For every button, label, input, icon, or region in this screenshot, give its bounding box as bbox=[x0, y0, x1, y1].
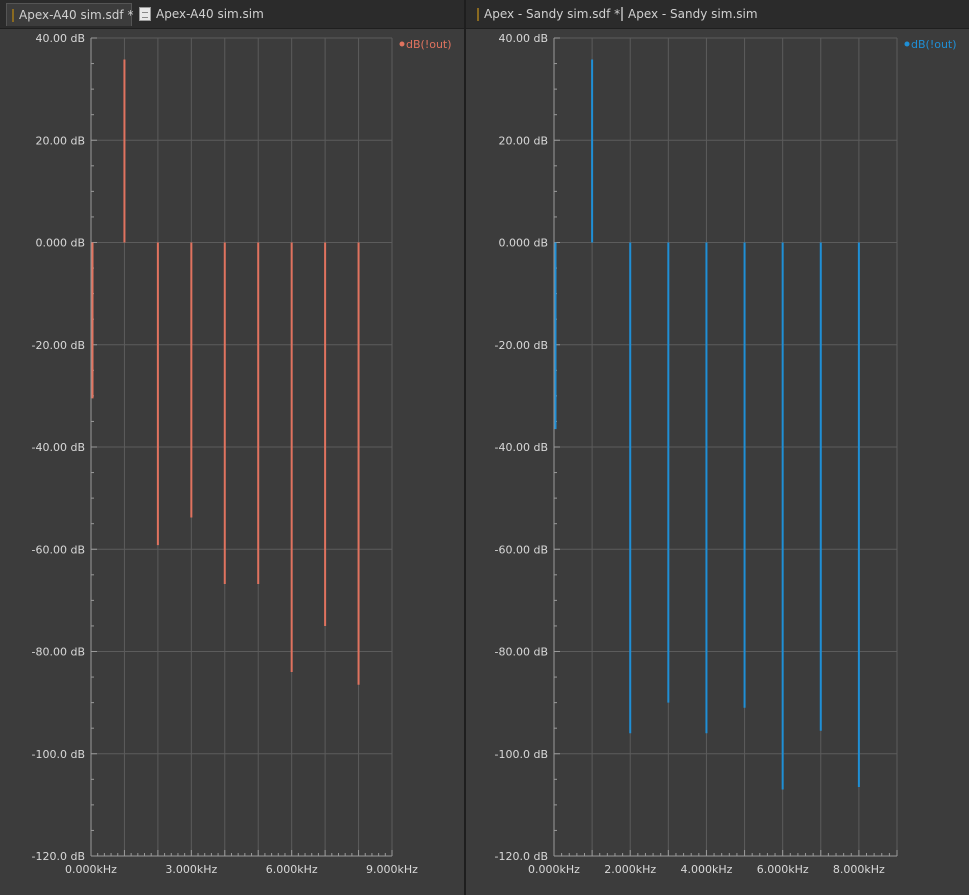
left-pane: Apex-A40 sim.sdf * Apex-A40 sim.sim 40.0… bbox=[0, 0, 464, 895]
schematic-file-icon bbox=[477, 7, 479, 21]
x-tick-label: 9.000kHz bbox=[366, 863, 418, 876]
tab-label: Apex - Sandy sim.sdf * bbox=[484, 7, 621, 21]
y-tick-label: -20.00 dB bbox=[495, 339, 549, 352]
schematic-file-icon bbox=[12, 8, 14, 22]
y-tick-label: -20.00 dB bbox=[32, 339, 86, 352]
y-tick-label: -100.0 dB bbox=[495, 748, 549, 761]
y-tick-label: -40.00 dB bbox=[495, 441, 549, 454]
x-tick-label: 6.000kHz bbox=[757, 863, 809, 876]
tab-label: Apex-A40 sim.sim bbox=[156, 7, 264, 21]
x-tick-label: 4.000kHz bbox=[680, 863, 732, 876]
x-tick-label: 6.000kHz bbox=[266, 863, 318, 876]
y-tick-label: -120.0 dB bbox=[495, 850, 549, 863]
x-tick-label: 0.000kHz bbox=[528, 863, 580, 876]
left-tab-bar: Apex-A40 sim.sdf * Apex-A40 sim.sim bbox=[0, 0, 464, 29]
y-tick-label: -40.00 dB bbox=[32, 441, 86, 454]
y-tick-label: 0.000 dB bbox=[35, 237, 85, 250]
y-tick-label: -80.00 dB bbox=[32, 646, 86, 659]
x-tick-label: 2.000kHz bbox=[604, 863, 656, 876]
y-tick-label: 40.00 dB bbox=[498, 32, 548, 45]
tab-apex-a40-sdf[interactable]: Apex-A40 sim.sdf * bbox=[6, 3, 134, 26]
y-tick-label: 0.000 dB bbox=[498, 237, 548, 250]
x-tick-label: 0.000kHz bbox=[65, 863, 117, 876]
tab-label: Apex-A40 sim.sdf * bbox=[19, 8, 134, 22]
tab-apex-a40-sim[interactable]: Apex-A40 sim.sim bbox=[134, 3, 264, 25]
y-tick-label: 20.00 dB bbox=[498, 134, 548, 147]
y-tick-label: -120.0 dB bbox=[32, 850, 86, 863]
tab-apex-sandy-sdf[interactable]: Apex - Sandy sim.sdf * bbox=[472, 3, 620, 25]
tab-label: Apex - Sandy sim.sim bbox=[628, 7, 758, 21]
spectrum-chart-right[interactable]: 40.00 dB 20.00 dB 0.000 dB -20.00 dB -40.00 … bbox=[466, 29, 969, 895]
y-tick-label: 40.00 dB bbox=[35, 32, 85, 45]
y-tick-label: -60.00 dB bbox=[32, 543, 86, 556]
right-pane: Apex - Sandy sim.sdf * Apex - Sandy sim.… bbox=[466, 0, 969, 895]
spectrum-chart-left[interactable]: 40.00 dB 20.00 dB 0.000 dB -20.00 dB -40.00 … bbox=[0, 29, 464, 895]
legend-marker bbox=[399, 41, 405, 47]
document-icon bbox=[621, 7, 623, 21]
y-tick-label: -80.00 dB bbox=[495, 646, 549, 659]
tab-apex-sandy-sim[interactable]: Apex - Sandy sim.sim bbox=[616, 3, 758, 25]
legend-label: dB(!out) bbox=[911, 38, 957, 51]
pane-splitter[interactable] bbox=[464, 0, 466, 895]
y-tick-label: -60.00 dB bbox=[495, 543, 549, 556]
y-tick-label: 20.00 dB bbox=[35, 134, 85, 147]
y-tick-label: -100.0 dB bbox=[32, 748, 86, 761]
legend-marker bbox=[904, 41, 910, 47]
legend-label: dB(!out) bbox=[406, 38, 452, 51]
x-tick-label: 8.000kHz bbox=[833, 863, 885, 876]
right-tab-bar: Apex - Sandy sim.sdf * Apex - Sandy sim.… bbox=[466, 0, 969, 29]
document-icon bbox=[139, 7, 151, 21]
x-tick-label: 3.000kHz bbox=[165, 863, 217, 876]
